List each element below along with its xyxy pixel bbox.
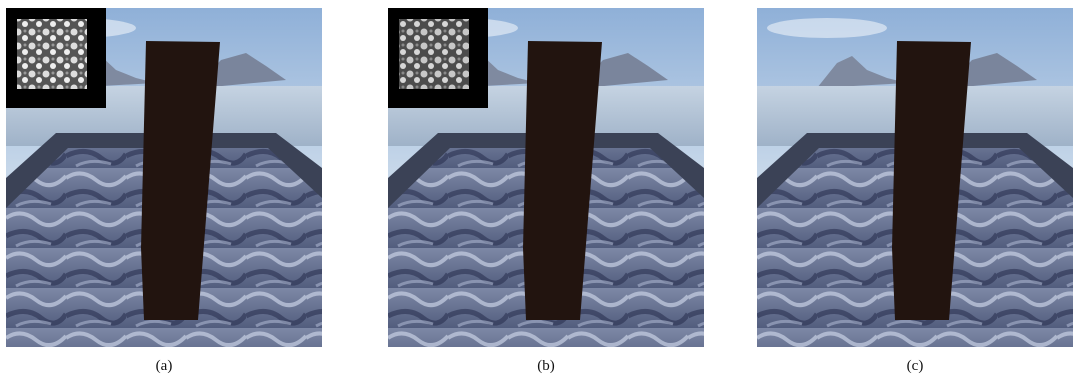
figure: (a) (b) (c) (0, 0, 1073, 381)
inset-texture (399, 19, 469, 89)
panel-b: (b) (388, 8, 704, 374)
caption: (c) (907, 358, 924, 374)
caption: (b) (537, 358, 555, 374)
inset-texture (17, 19, 87, 89)
render-image (757, 8, 1073, 347)
panel-c: (c) (757, 8, 1073, 374)
panel-a: (a) (6, 8, 322, 374)
caption: (a) (156, 358, 173, 374)
